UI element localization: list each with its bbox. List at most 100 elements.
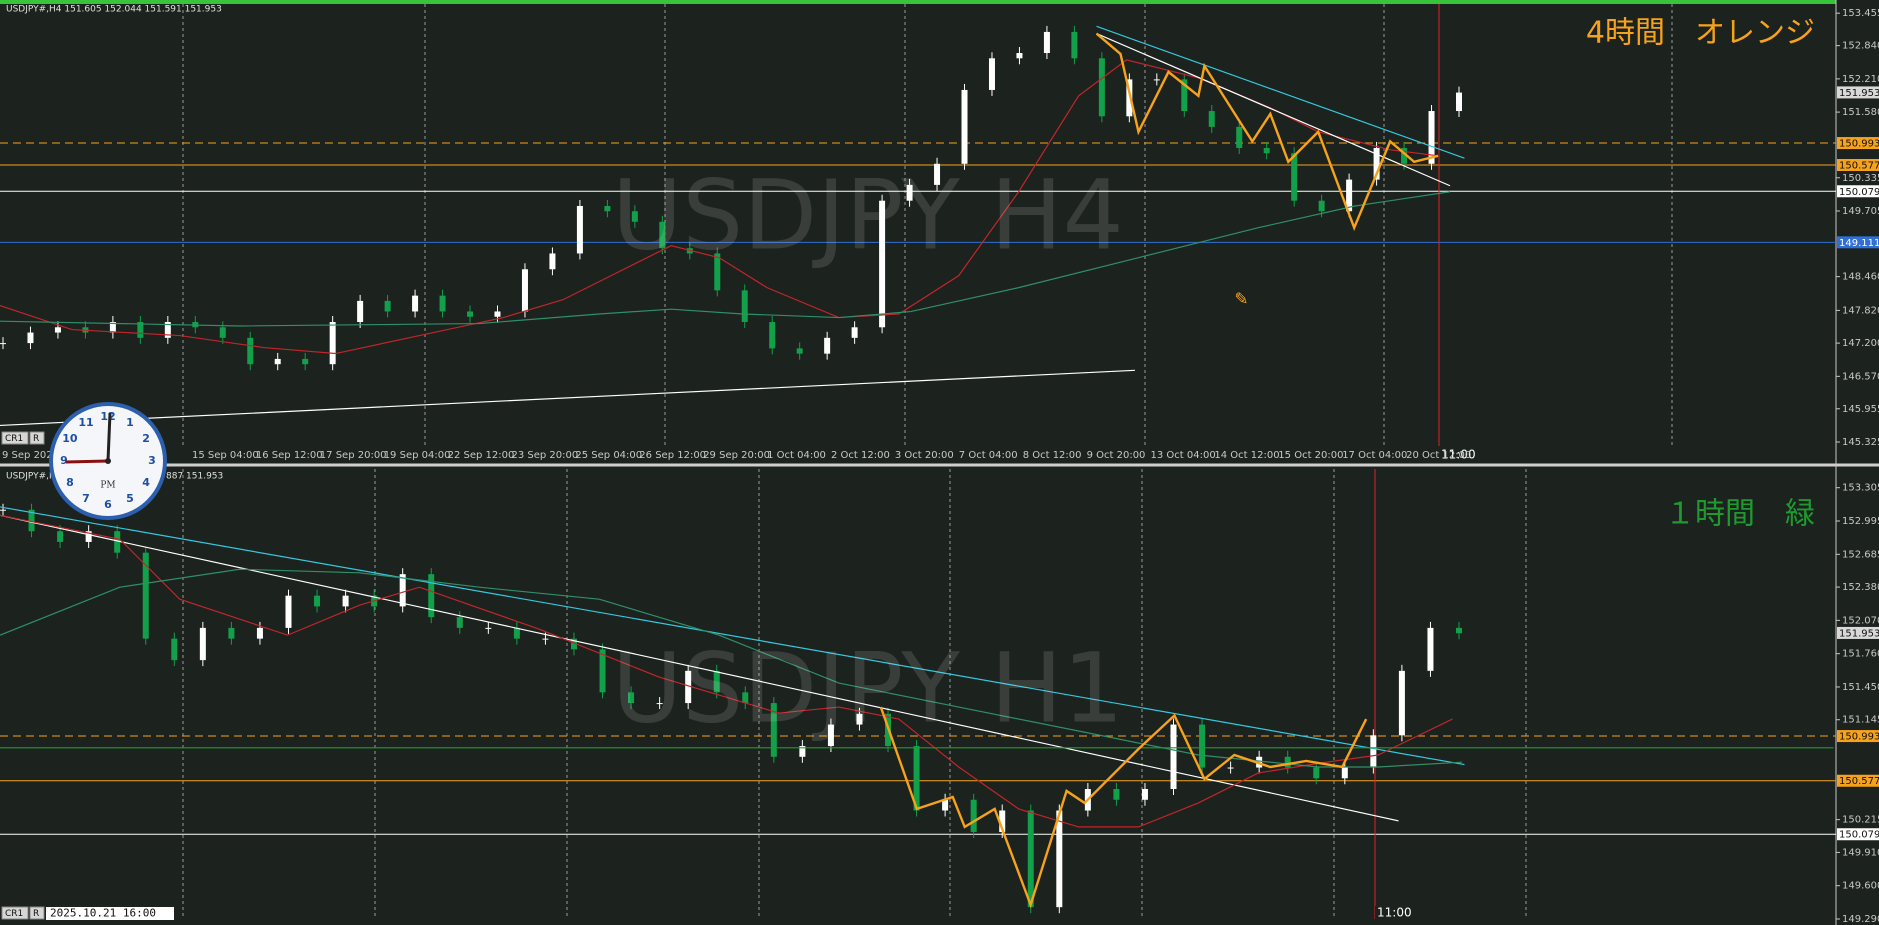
price-box-label: 151.953 bbox=[1839, 88, 1879, 99]
clock-number: 11 bbox=[78, 416, 93, 429]
trendline bbox=[1096, 25, 1465, 159]
price-box bbox=[1837, 828, 1879, 841]
candle-body bbox=[142, 552, 149, 639]
candle-body bbox=[199, 627, 206, 661]
candle-body bbox=[28, 509, 35, 532]
price-box bbox=[1837, 86, 1879, 99]
candle-body bbox=[1043, 31, 1050, 54]
candle-body bbox=[247, 337, 254, 365]
price-label: 149.600 bbox=[1842, 881, 1879, 892]
candle-body bbox=[1113, 789, 1120, 800]
candle-body bbox=[1291, 153, 1298, 201]
time-label: 20 Oct 12:00 bbox=[1406, 450, 1471, 461]
time-label: 15 Sep 04:00 bbox=[192, 450, 259, 461]
price-label: 153.305 bbox=[1842, 483, 1879, 494]
candle-body bbox=[576, 205, 583, 254]
price-box bbox=[1837, 626, 1879, 639]
candle-body bbox=[604, 205, 611, 212]
candle-body bbox=[934, 163, 941, 185]
clock-meridiem: PM bbox=[100, 481, 115, 491]
trendline bbox=[0, 369, 1135, 427]
price-box-label: 151.953 bbox=[1839, 628, 1879, 639]
time-label: 17 Oct 04:00 bbox=[1342, 450, 1407, 461]
pane-label: １時間 緑 bbox=[1665, 497, 1815, 532]
time-label: 7 Oct 04:00 bbox=[959, 450, 1018, 461]
chart-header: 887 151.953 bbox=[166, 472, 223, 482]
price-label: 145.325 bbox=[1842, 437, 1879, 448]
clock-number: 8 bbox=[66, 476, 74, 489]
price-box-label: 150.577 bbox=[1839, 160, 1879, 171]
candle-body bbox=[906, 184, 913, 201]
chart-button[interactable] bbox=[29, 906, 45, 920]
cursor-time: 11:00 bbox=[1377, 906, 1412, 920]
candle-body bbox=[1263, 147, 1270, 154]
candle-body bbox=[0, 509, 6, 511]
candle-body bbox=[1098, 58, 1105, 117]
candle-body bbox=[970, 799, 977, 832]
candle-body bbox=[542, 638, 549, 640]
watermark: USDJPY H1 bbox=[612, 632, 1124, 744]
candle-body bbox=[656, 703, 663, 705]
candle-body bbox=[1401, 147, 1408, 164]
candle-body bbox=[329, 322, 336, 365]
clock-pin bbox=[105, 458, 111, 464]
candle-body bbox=[1456, 92, 1462, 112]
price-box-label: 149.111 bbox=[1839, 238, 1879, 249]
candle-body bbox=[485, 627, 492, 629]
candle-body bbox=[714, 253, 721, 291]
candle-body bbox=[285, 595, 292, 628]
chart-button-label[interactable]: R bbox=[33, 909, 39, 919]
price-box-label: 150.079 bbox=[1839, 187, 1879, 198]
candle-body bbox=[1181, 79, 1188, 112]
candle-body bbox=[1398, 670, 1405, 736]
candle-body bbox=[856, 713, 863, 725]
candle-body bbox=[384, 300, 391, 312]
candle-body bbox=[109, 322, 116, 333]
price-label: 150.335 bbox=[1842, 173, 1879, 184]
chart-button[interactable] bbox=[1, 431, 29, 445]
candle-body bbox=[1071, 31, 1078, 59]
price-box bbox=[1837, 185, 1879, 198]
candle-body bbox=[1153, 79, 1160, 81]
price-box bbox=[1837, 774, 1879, 787]
candle-body bbox=[54, 327, 61, 333]
time-label: 26 Sep 12:00 bbox=[639, 450, 706, 461]
price-label: 145.955 bbox=[1842, 404, 1879, 415]
candle-body bbox=[799, 746, 806, 757]
candle-body bbox=[1370, 735, 1377, 768]
texts: USDJPY H4 153.455 152.840 152.210 151.580 150… bbox=[1, 5, 1879, 925]
candle-body bbox=[796, 348, 803, 354]
candle-body bbox=[219, 327, 226, 338]
ma-red bbox=[0, 514, 1453, 828]
candle-body bbox=[85, 531, 92, 542]
chart-button[interactable] bbox=[29, 431, 45, 445]
candle-body bbox=[1341, 767, 1348, 779]
candle-body bbox=[228, 627, 235, 639]
candle-body bbox=[851, 327, 858, 338]
candle-body bbox=[1318, 200, 1325, 212]
price-label: 147.820 bbox=[1842, 305, 1879, 316]
candle-body bbox=[570, 638, 577, 650]
price-label: 148.460 bbox=[1842, 272, 1879, 283]
chart-button-label[interactable]: CR1 bbox=[5, 434, 23, 444]
candle-body bbox=[827, 724, 834, 747]
trendline bbox=[1096, 33, 1451, 187]
candle-body bbox=[961, 89, 968, 164]
time-label: 22 Sep 12:00 bbox=[448, 450, 515, 461]
time-label: 15 Oct 20:00 bbox=[1278, 450, 1343, 461]
price-box-label: 150.993 bbox=[1839, 732, 1879, 743]
chart-button-label[interactable]: CR1 bbox=[5, 909, 23, 919]
candle-body bbox=[399, 574, 406, 607]
candle-body bbox=[342, 595, 349, 607]
tool-icon: ✎ bbox=[1234, 289, 1248, 309]
time-label: 17 Sep 20:00 bbox=[320, 450, 387, 461]
price-label: 151.145 bbox=[1842, 715, 1879, 726]
price-label: 151.580 bbox=[1842, 107, 1879, 118]
cursor-time: 11:00 bbox=[1441, 448, 1476, 462]
chart-button[interactable] bbox=[1, 906, 29, 920]
candle-body bbox=[942, 799, 949, 811]
clock-number: 5 bbox=[126, 492, 134, 505]
chart-button-label[interactable]: R bbox=[33, 434, 39, 444]
